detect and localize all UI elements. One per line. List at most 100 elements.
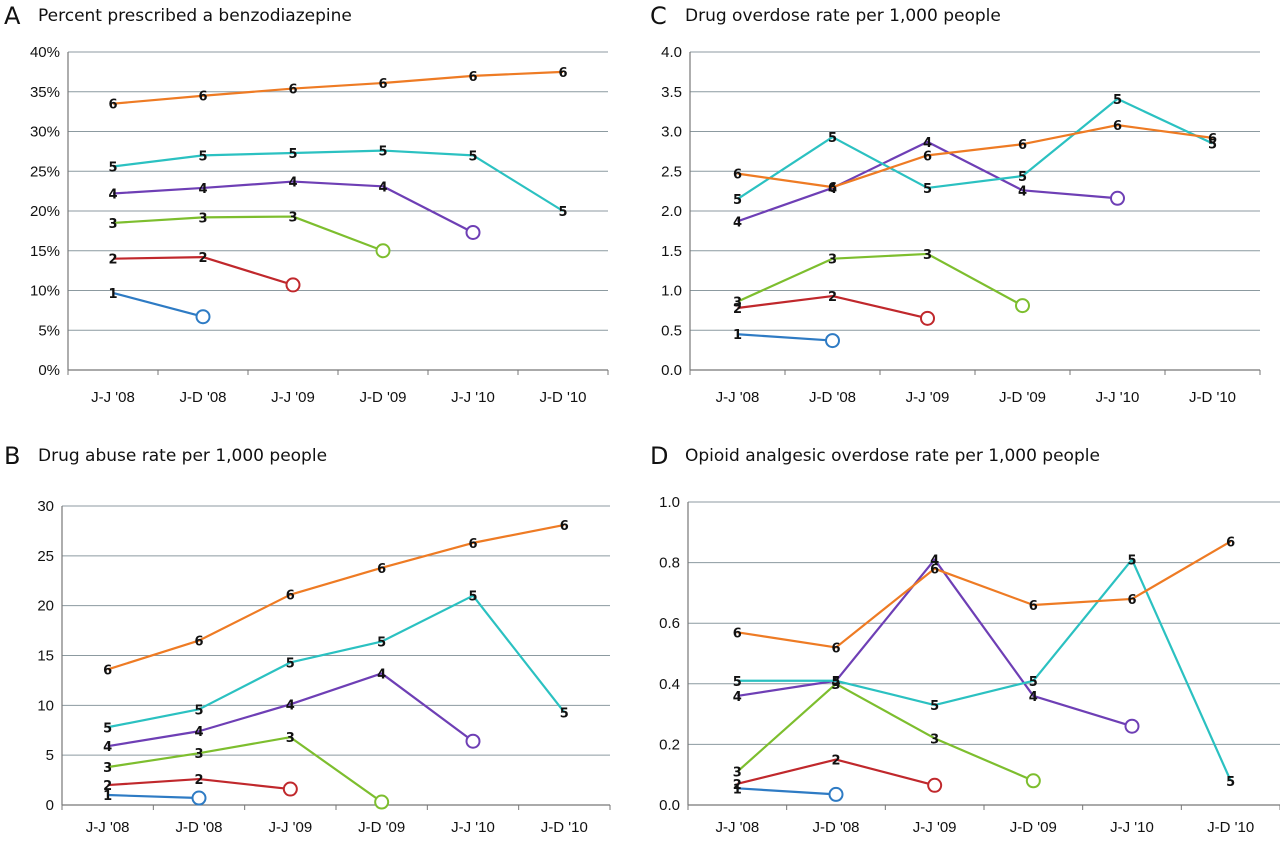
series-1-end-marker <box>195 309 211 325</box>
y-tick-label: 1.0 <box>661 283 682 300</box>
series-3-line <box>736 682 1034 782</box>
series-5-point-label: 5 <box>288 147 297 162</box>
series-4-end-marker <box>1124 718 1140 734</box>
series-3-line <box>112 215 384 252</box>
series-6-line <box>737 540 1232 649</box>
series-5-point-label: 5 <box>930 699 939 714</box>
series-6-point-label: 6 <box>1113 119 1122 134</box>
y-tick-label: 25% <box>30 163 60 180</box>
series-2-end-marker <box>282 781 298 797</box>
series-5-point-label: 5 <box>1018 170 1027 185</box>
series-5-point-label: 5 <box>377 636 386 651</box>
series-6-point-label: 6 <box>930 563 939 578</box>
chart-title: Percent prescribed a benzodiazepine <box>38 6 352 26</box>
x-tick-label: J-D '08 <box>179 389 226 406</box>
series-2-point-label: 2 <box>733 778 742 793</box>
x-tick-label: J-D '09 <box>359 389 406 406</box>
x-tick-label: J-J '09 <box>268 819 312 836</box>
series-4-point-label: 4 <box>108 188 117 203</box>
series-6-point-label: 6 <box>1018 138 1027 153</box>
series-5-point-label: 5 <box>198 149 207 164</box>
series-5-point-label: 5 <box>468 590 477 605</box>
series-3-line <box>737 252 1024 307</box>
series-4-point-label: 4 <box>377 667 386 682</box>
series-6-point-label: 6 <box>103 663 112 678</box>
series-4-point-label: 4 <box>288 176 297 191</box>
series-5-point-label: 5 <box>103 721 112 736</box>
y-tick-label: 0.2 <box>659 736 680 753</box>
series-3-point-label: 3 <box>733 766 742 781</box>
series-6-point-label: 6 <box>1029 599 1038 614</box>
series-1-end-marker <box>828 786 844 802</box>
panel-c: C Drug overdose rate per 1,000 people 0.… <box>640 0 1280 430</box>
series-5-line <box>736 97 1213 200</box>
series-2-point-label: 2 <box>831 754 840 769</box>
y-tick-label: 15% <box>30 243 60 260</box>
series-6-point-label: 6 <box>377 562 386 577</box>
series-5-point-label: 5 <box>1208 137 1217 152</box>
panel-letter: B <box>4 442 21 470</box>
x-tick-label: J-J '10 <box>451 389 495 406</box>
x-tick-label: J-D '09 <box>1010 819 1057 836</box>
y-tick-label: 1.5 <box>661 243 682 260</box>
series-4-end-marker <box>465 224 481 240</box>
series-5-point-label: 5 <box>831 675 840 690</box>
y-tick-label: 5 <box>46 747 54 764</box>
y-tick-label: 40% <box>30 44 60 61</box>
panel-d: D Opioid analgesic overdose rate per 1,0… <box>640 440 1280 845</box>
series-4-point-label: 4 <box>733 690 742 705</box>
series-1-end-marker <box>191 790 207 806</box>
x-tick-label: J-D '08 <box>175 819 222 836</box>
series-5-point-label: 5 <box>923 182 932 197</box>
series-2-end-marker <box>920 310 935 326</box>
series-2-point-label: 2 <box>108 253 117 268</box>
y-tick-label: 0.8 <box>659 555 680 572</box>
series-5-line <box>107 594 566 729</box>
chart-plot: 0.0 0.2 0.4 0.6 0.8 1.0 J-J '08 J-D '08 J-J '09 J… <box>659 494 1280 836</box>
series-2-end-marker <box>285 277 301 293</box>
series-1-point-label: 1 <box>108 287 117 302</box>
x-tick-label: J-D '10 <box>539 389 586 406</box>
y-tick-label: 0.6 <box>659 615 680 632</box>
y-tick-label: 10% <box>30 283 60 300</box>
series-4-point-label: 4 <box>733 215 742 230</box>
series-1-line <box>737 333 833 342</box>
series-4-line <box>107 672 474 748</box>
series-4-point-label: 4 <box>378 180 387 195</box>
series-6-point-label: 6 <box>286 589 295 604</box>
panel-letter: C <box>650 2 667 30</box>
x-tick-label: J-J '09 <box>906 389 950 406</box>
panel-letter: D <box>650 442 669 470</box>
series-4-end-marker <box>1110 190 1125 206</box>
series-6-point-label: 6 <box>198 90 207 105</box>
series-6-line <box>737 124 1213 189</box>
x-tick-label: J-J '10 <box>1096 389 1140 406</box>
series-3-end-marker <box>1015 298 1030 314</box>
series-4-line <box>737 140 1118 223</box>
series-4-point-label: 4 <box>198 182 207 197</box>
y-tick-label: 0.0 <box>661 362 682 379</box>
series-6-point-label: 6 <box>923 149 932 164</box>
x-tick-label: J-J '09 <box>271 389 315 406</box>
x-tick-label: J-J '08 <box>91 389 135 406</box>
series-3-point-label: 3 <box>108 217 117 232</box>
series-5-point-label: 5 <box>558 205 567 220</box>
series-4-line <box>737 558 1133 728</box>
series-5-point-label: 5 <box>1226 775 1235 790</box>
panel-letter: A <box>4 2 21 30</box>
series-2-line <box>112 256 294 286</box>
series-3-point-label: 3 <box>930 732 939 747</box>
series-5-point-label: 5 <box>468 149 477 164</box>
series-6-line <box>107 523 565 671</box>
series-5-point-label: 5 <box>1127 554 1136 569</box>
series-6-line <box>112 70 564 105</box>
y-tick-label: 20 <box>37 598 54 615</box>
y-tick-label: 2.5 <box>661 163 682 180</box>
x-tick-label: J-D '08 <box>809 389 856 406</box>
y-tick-label: 5% <box>38 322 60 339</box>
series-2-point-label: 2 <box>828 290 837 305</box>
series-3-point-label: 3 <box>733 296 742 311</box>
x-tick-label: J-J '08 <box>86 819 130 836</box>
series-6-point-label: 6 <box>733 626 742 641</box>
series-5-point-label: 5 <box>1029 675 1038 690</box>
